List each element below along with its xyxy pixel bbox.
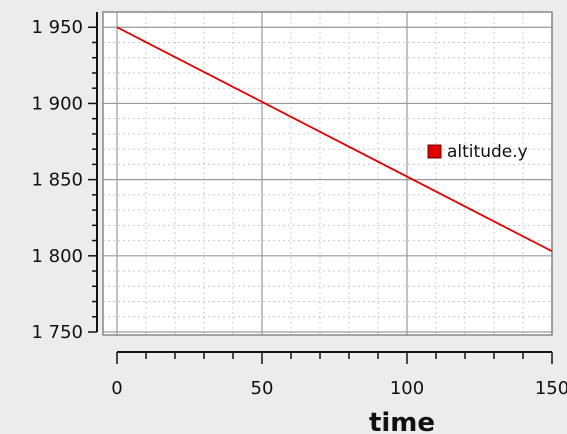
series-line-altitude-y	[116, 26, 553, 253]
x-tick-label: 50	[251, 378, 274, 399]
y-tick-label: 1 750	[31, 322, 83, 343]
y-tick-label: 1 900	[31, 93, 83, 114]
y-tick-label: 1 850	[31, 170, 83, 191]
x-tick-label: 0	[111, 378, 122, 399]
y-axis: 1 750 1 800 1 850 1 900 1 950	[31, 12, 98, 343]
y-tick-label: 1 800	[31, 246, 83, 267]
legend: altitude.y	[427, 142, 528, 162]
x-axis-title: time	[369, 408, 435, 434]
x-tick-label: 100	[390, 378, 424, 399]
plot-frame	[102, 11, 553, 336]
x-axis: 0 50 100 150	[111, 351, 567, 399]
series-lines	[116, 26, 553, 253]
x-tick-label: 150	[535, 378, 567, 399]
legend-swatch	[427, 144, 442, 159]
plot-area	[103, 12, 552, 335]
y-tick-label: 1 950	[31, 17, 83, 38]
legend-label-altitude-y: altitude.y	[447, 142, 528, 162]
